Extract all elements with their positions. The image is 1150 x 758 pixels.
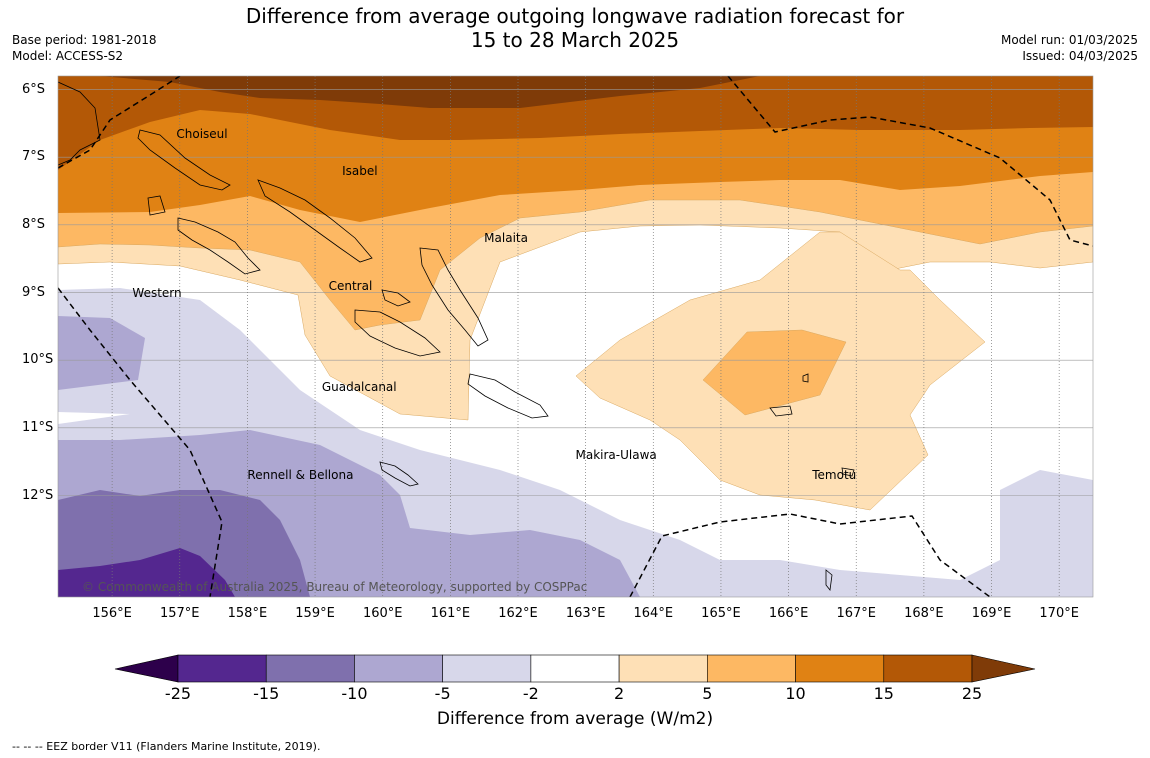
coast-vella xyxy=(147,195,166,216)
eez-border xyxy=(58,76,1093,597)
gridlines xyxy=(58,76,1093,597)
lon-label-6: 162°E xyxy=(498,606,538,621)
colorbar-label: Difference from average (W/m2) xyxy=(436,709,714,729)
place-label-isabel: Isabel xyxy=(342,163,378,178)
eez-west xyxy=(58,76,181,169)
chart-title-line2: 15 to 28 March 2025 xyxy=(470,28,680,52)
lon-label-0: 156°E xyxy=(92,606,132,621)
issued-text: Issued: 04/03/2025 xyxy=(1022,49,1138,63)
place-label-central: Central xyxy=(328,278,373,293)
colorbar-swatch-0 xyxy=(177,654,267,683)
coast-new-georgia xyxy=(177,217,261,275)
colorbar-tick-1: -15 xyxy=(253,684,280,703)
colorbar-over-arrow xyxy=(971,654,1036,683)
colorbar-under-arrow xyxy=(114,654,179,683)
colorbar-tick-9: 25 xyxy=(961,684,983,703)
meta-right: Model run: 01/03/2025 Issued: 04/03/2025 xyxy=(1001,32,1138,64)
lat-label-1: 7°S xyxy=(22,149,46,165)
lon-label-2: 158°E xyxy=(227,606,268,621)
coast-malaita xyxy=(419,247,489,347)
colorbar xyxy=(114,654,1036,683)
colorbar-tick-5: 2 xyxy=(614,684,625,703)
colorbar-swatch-4 xyxy=(530,654,620,683)
colorbar-swatch-8 xyxy=(883,654,973,683)
lon-label-14: 170°E xyxy=(1039,606,1079,621)
lon-label-3: 159°E xyxy=(295,606,335,621)
place-label-guadalcanal: Guadalcanal xyxy=(321,380,397,395)
lat-label-2: 8°S xyxy=(22,216,46,232)
lon-label-7: 163°E xyxy=(565,606,606,621)
place-label-choiseul: Choiseul xyxy=(176,126,228,141)
colorbar-swatch-1 xyxy=(265,654,355,683)
temotu-5-to-10 xyxy=(702,329,847,416)
model-run-text: Model run: 01/03/2025 xyxy=(1000,33,1138,47)
colorbar-tick-2: -10 xyxy=(341,684,368,703)
colorbar-swatch-5 xyxy=(618,654,708,683)
colorbar-tick-3: -5 xyxy=(434,684,451,703)
colorbar-swatch-7 xyxy=(795,654,885,683)
map-frame xyxy=(57,75,1094,598)
colorbar-tick-8: 15 xyxy=(873,684,894,703)
place-label-malaita: Malaita xyxy=(484,231,528,246)
place-label-rennell-bellona: Rennell & Bellona xyxy=(247,468,354,483)
coast-bougainville xyxy=(58,81,101,166)
place-label-makira-ulawa: Makira-Ulawa xyxy=(575,447,657,462)
colorbar-swatch-3 xyxy=(442,654,532,683)
lon-label-12: 168°E xyxy=(904,606,944,621)
coast-isabel xyxy=(257,179,373,263)
coast-guadalcanal xyxy=(354,309,441,357)
colorbar-swatch-2 xyxy=(354,654,443,683)
colorbar-tick-6: 5 xyxy=(702,684,713,703)
band-minus15-to-minus25 xyxy=(58,548,235,597)
coast-choiseul xyxy=(137,129,231,191)
place-label-temotu: Temotu xyxy=(812,468,857,483)
lon-label-10: 166°E xyxy=(768,606,809,621)
lon-label-5: 161°E xyxy=(430,606,471,621)
eez-south-east xyxy=(629,513,991,597)
colorbar-swatch-6 xyxy=(707,654,796,683)
lon-label-9: 165°E xyxy=(701,606,741,621)
base-period-text: Base period: 1981-2018 xyxy=(12,33,157,47)
lat-label-3: 9°S xyxy=(22,284,46,300)
colorbar-tick-4: -2 xyxy=(522,684,539,703)
lat-label-5: 11°S xyxy=(22,419,54,435)
lon-label-8: 164°E xyxy=(633,606,674,621)
eez-south-west xyxy=(58,287,223,597)
lon-label-11: 167°E xyxy=(836,606,876,621)
coastlines xyxy=(58,81,855,591)
meta-left: Base period: 1981-2018 Model: ACCESS-S2 xyxy=(12,32,157,64)
copyright-text: © Commonwealth of Australia 2025, Bureau… xyxy=(82,580,588,594)
coast-tikopia xyxy=(825,569,833,591)
anomaly-field xyxy=(58,76,1093,597)
coast-vanikoro xyxy=(841,467,855,477)
colorbar-tick-0: -25 xyxy=(164,684,192,703)
coast-rennell xyxy=(379,461,419,487)
lon-label-4: 160°E xyxy=(362,606,403,621)
coast-santa-cruz xyxy=(769,405,793,417)
band-above-25 xyxy=(100,76,760,108)
place-label-western: Western xyxy=(132,285,182,300)
lat-label-4: 10°S xyxy=(22,352,54,368)
eez-north-east xyxy=(727,76,1093,247)
coast-florida xyxy=(381,289,411,307)
lat-label-6: 12°S xyxy=(22,487,54,503)
colorbar-swatches xyxy=(177,654,973,683)
colorbar-tick-7: 10 xyxy=(785,684,806,703)
lon-label-1: 157°E xyxy=(159,606,200,621)
coast-reef-islands xyxy=(802,373,809,383)
model-text: Model: ACCESS-S2 xyxy=(12,49,124,63)
coast-makira xyxy=(467,373,549,419)
chart-title-line1: Difference from average outgoing longwav… xyxy=(245,4,905,28)
lon-label-13: 169°E xyxy=(971,606,1012,621)
lat-label-0: 6°S xyxy=(22,81,46,97)
footnote-text: -- -- -- EEZ border V11 (Flanders Marine… xyxy=(12,740,321,753)
